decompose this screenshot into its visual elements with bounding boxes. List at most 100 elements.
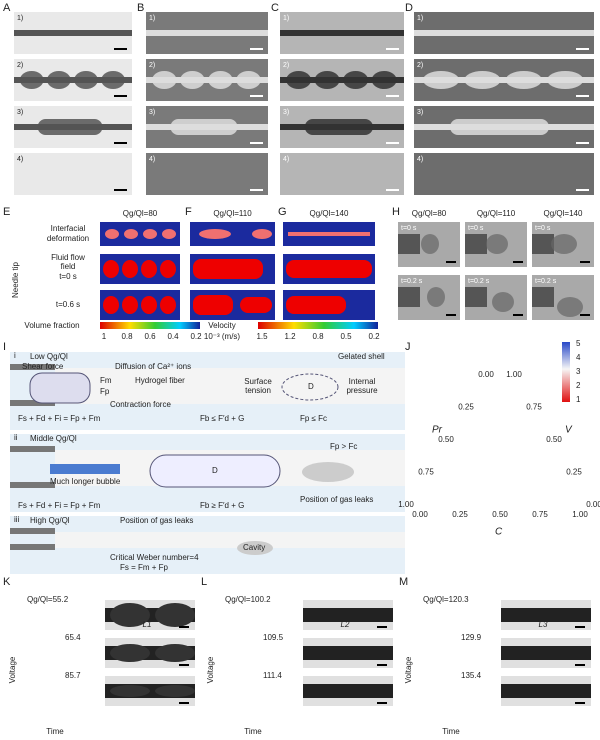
bubble	[160, 296, 176, 314]
label: Contraction force	[110, 400, 171, 409]
ratio: 85.7	[65, 671, 81, 680]
scale-bar	[250, 142, 263, 144]
sub-label: 4)	[17, 156, 23, 163]
colorbar	[562, 342, 570, 402]
panel-letter: K	[3, 576, 11, 588]
bead	[236, 71, 261, 89]
label: Fb ≥ F′d + G	[200, 501, 244, 510]
panel-letter: G	[278, 206, 287, 218]
bead	[450, 119, 549, 135]
label: t=0 s	[401, 225, 417, 232]
label: Position of gas leaks	[120, 516, 193, 525]
bead	[547, 71, 584, 89]
bead	[180, 71, 205, 89]
fiber-channel	[55, 532, 405, 548]
cavity	[302, 462, 354, 482]
bead	[110, 644, 150, 662]
bubble	[193, 259, 263, 279]
sub-label: 1)	[149, 15, 155, 22]
bead	[155, 644, 195, 662]
sub-label: 3)	[283, 109, 289, 116]
sub-label: 2)	[417, 62, 423, 69]
needle-wall	[10, 544, 55, 550]
fiber	[280, 30, 404, 36]
panel-letter: D	[405, 2, 413, 14]
bubble	[141, 296, 157, 314]
colorbar	[100, 322, 200, 329]
bubble	[143, 229, 157, 239]
label: C	[495, 527, 503, 538]
bubble	[286, 260, 372, 278]
image	[14, 153, 132, 195]
label: Fs = Fm + Fp	[120, 563, 169, 572]
fiber	[303, 608, 393, 622]
panel-letter: L	[201, 576, 207, 588]
bubble	[252, 229, 272, 239]
bubble	[286, 296, 346, 314]
bubble	[427, 287, 445, 307]
bubble	[557, 297, 583, 317]
fiber	[501, 608, 591, 622]
label: t=0.2 s	[468, 278, 490, 285]
bubble	[122, 260, 138, 278]
bead	[152, 71, 177, 89]
needle-wall	[10, 482, 55, 488]
label: 0.5	[340, 332, 352, 341]
image	[280, 153, 404, 195]
scale-bar	[386, 189, 399, 191]
ratio: Qg/Ql=110	[213, 209, 252, 218]
label: L1	[143, 620, 152, 629]
ratio: 111.4	[263, 671, 282, 680]
scale-bar	[513, 314, 523, 316]
panel-letter: A	[3, 2, 11, 14]
needle	[465, 234, 487, 254]
label: 10⁻³ (m/s)	[204, 332, 241, 341]
label: Critical Weber number=4	[110, 553, 199, 562]
scale-bar	[250, 189, 263, 191]
label: 0.8	[121, 332, 133, 341]
sub-label: 3)	[417, 109, 423, 116]
scale-bar	[377, 664, 387, 666]
label: Fs + Fd + Fi = Fp + Fm	[18, 414, 101, 423]
fiber	[414, 77, 594, 83]
needle	[465, 287, 487, 307]
label: Cavity	[243, 543, 265, 552]
label: Middle Qg/Ql	[30, 434, 77, 443]
tick-label: 0.00	[478, 370, 494, 379]
panel-letter: E	[3, 206, 10, 218]
scale-bar	[576, 95, 589, 97]
needle-wall	[10, 400, 55, 406]
bead	[110, 603, 150, 627]
scale-bar	[576, 48, 589, 50]
scale-bar	[179, 626, 189, 628]
fiber	[146, 30, 268, 36]
fiber	[14, 30, 132, 36]
bubble	[162, 229, 176, 239]
sub-label: 3)	[149, 109, 155, 116]
label: field	[61, 262, 76, 271]
sub-label: 1)	[17, 15, 23, 22]
bubble	[421, 234, 439, 254]
fiber	[14, 77, 132, 83]
tick-label: 0.50	[492, 510, 508, 519]
tick-label: 0.75	[532, 510, 548, 519]
label: 4	[576, 353, 581, 362]
image	[146, 153, 268, 195]
fiber	[414, 30, 594, 36]
label: 1.5	[256, 332, 268, 341]
label: Fs + Fd + Fi = Fp + Fm	[18, 501, 101, 510]
fiber-channel	[55, 368, 405, 404]
needle	[398, 287, 420, 307]
scale-bar	[576, 142, 589, 144]
tick-label: 1.00	[398, 500, 414, 509]
label: tension	[245, 386, 271, 395]
bubble	[124, 229, 138, 239]
tick-label: 0.25	[458, 403, 474, 412]
label: Voltage	[206, 656, 215, 683]
tick-label: 0.00	[586, 500, 600, 509]
tick-label: 1.00	[506, 370, 522, 379]
label: deformation	[47, 234, 89, 243]
bubble	[149, 454, 281, 488]
bubble	[103, 260, 119, 278]
ratio: Qg/Ql=55.2	[27, 595, 69, 604]
